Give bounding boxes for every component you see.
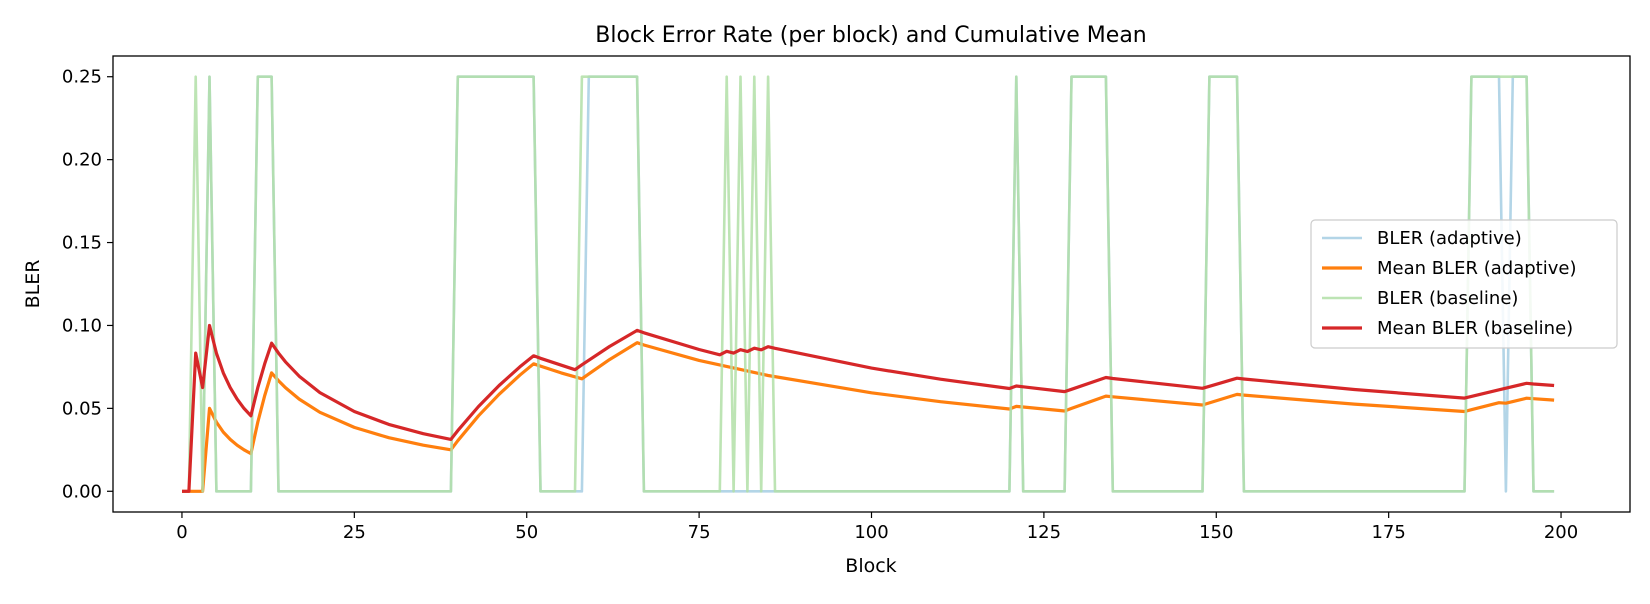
x-tick-label: 25 — [343, 522, 366, 543]
y-tick-label: 0.15 — [62, 233, 102, 254]
y-tick-label: 0.25 — [62, 67, 102, 88]
x-tick-label: 75 — [688, 522, 711, 543]
y-tick-label: 0.05 — [62, 398, 102, 419]
legend-box — [1310, 219, 1618, 349]
series-layer — [182, 75, 1555, 493]
legend-label: BLER (adaptive) — [1377, 228, 1522, 249]
legend-label: BLER (baseline) — [1377, 288, 1518, 309]
x-tick-label: 50 — [515, 522, 538, 543]
x-axis-label: Block — [845, 555, 896, 577]
legend-label: Mean BLER (adaptive) — [1377, 258, 1577, 279]
y-axis: 0.00 0.05 0.10 0.15 0.20 0.25 — [62, 67, 113, 502]
x-tick-label: 100 — [854, 522, 888, 543]
legend-item: Mean BLER (adaptive) — [1322, 258, 1577, 279]
series-line-1 — [182, 341, 1555, 493]
x-axis: 0 25 50 75 100 125 150 175 200 — [176, 512, 1578, 543]
x-tick-label: 200 — [1544, 522, 1578, 543]
legend-item: Mean BLER (baseline) — [1322, 318, 1573, 339]
x-tick-label: 150 — [1199, 522, 1233, 543]
y-axis-label: BLER — [22, 260, 44, 309]
x-tick-label: 0 — [176, 522, 187, 543]
y-tick-label: 0.00 — [62, 481, 102, 502]
y-tick-label: 0.10 — [62, 315, 102, 336]
series-line-3 — [182, 323, 1555, 493]
y-tick-label: 0.20 — [62, 150, 102, 171]
legend-label: Mean BLER (baseline) — [1377, 318, 1573, 339]
chart-title: Block Error Rate (per block) and Cumulat… — [595, 23, 1147, 48]
legend-item: BLER (baseline) — [1322, 288, 1518, 309]
x-tick-label: 175 — [1371, 522, 1405, 543]
legend: BLER (adaptive) Mean BLER (adaptive) BLER … — [1310, 219, 1618, 349]
legend-item: BLER (adaptive) — [1322, 228, 1522, 249]
x-tick-label: 125 — [1027, 522, 1061, 543]
series-line-2 — [182, 75, 1555, 493]
